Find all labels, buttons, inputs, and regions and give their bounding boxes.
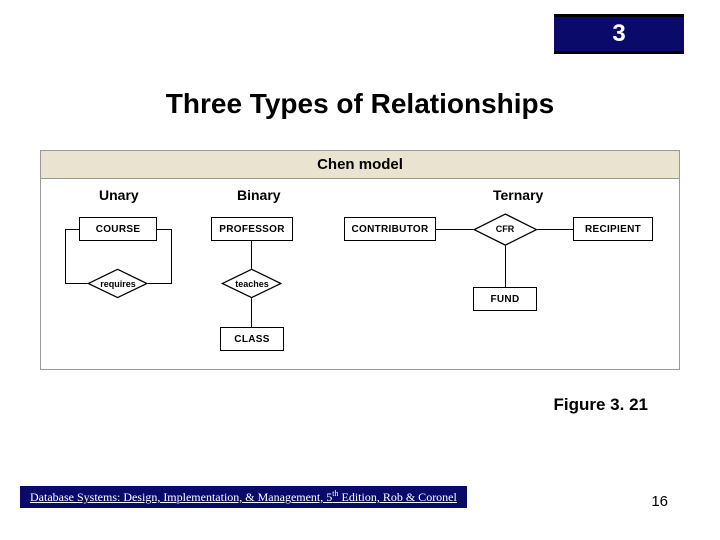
chapter-badge: 3 [554,14,684,54]
slide-title: Three Types of Relationships [0,88,720,120]
connector [65,229,66,284]
column-label-ternary: Ternary [493,187,543,203]
model-header: Chen model [41,151,679,179]
entity-class: CLASS [220,327,284,351]
model-body: Unary Binary Ternary requires teaches CFR COUR… [41,179,679,369]
footer-text-before: Database Systems: Design, Implementation… [30,490,332,504]
footer-text-after: Edition, Rob & Coronel [339,490,457,504]
column-label-unary: Unary [99,187,139,203]
connector [65,229,79,230]
entity-fund: FUND [473,287,537,311]
connector [251,295,252,327]
entity-contributor: CONTRIBUTOR [344,217,436,241]
entity-professor: PROFESSOR [211,217,293,241]
column-label-binary: Binary [237,187,281,203]
entity-course: COURSE [79,217,157,241]
chapter-number: 3 [612,20,625,48]
diamond-icon [473,213,537,245]
connector [157,229,171,230]
footer-citation: Database Systems: Design, Implementation… [20,486,467,508]
entity-recipient: RECIPIENT [573,217,653,241]
relationship-cfr: CFR [473,213,537,245]
chen-model-frame: Chen model Unary Binary Ternary requires tea… [40,150,680,370]
diamond-icon [87,269,149,299]
connector [505,241,506,287]
figure-label: Figure 3. 21 [554,395,648,415]
slide: 3 Three Types of Relationships Chen mode… [0,0,720,540]
diamond-icon [221,269,283,299]
connector [171,229,172,284]
relationship-teaches: teaches [221,269,283,299]
relationship-requires: requires [87,269,149,299]
page-number: 16 [651,493,668,510]
